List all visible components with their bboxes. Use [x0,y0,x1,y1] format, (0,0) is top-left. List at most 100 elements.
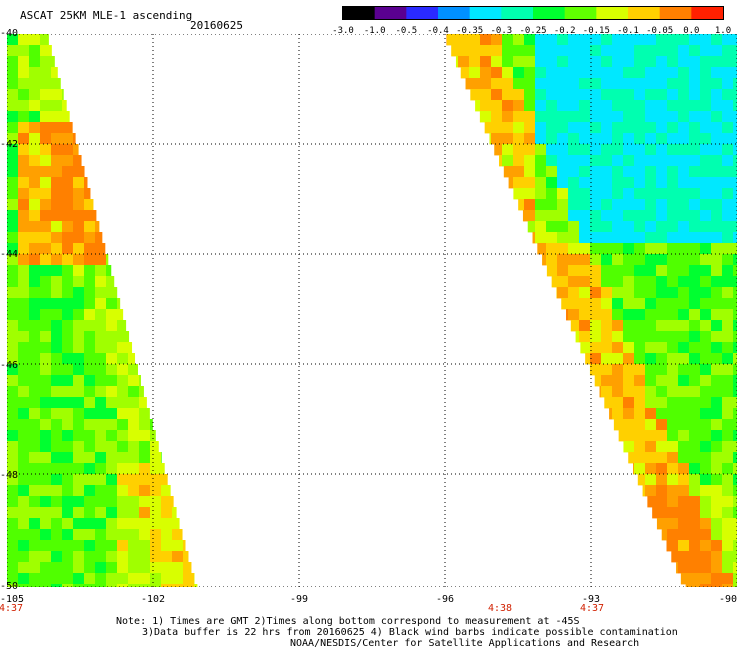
swath-cell [73,397,85,409]
swath-cell [513,144,525,156]
swath-cell [722,584,734,587]
swath-cell [601,144,613,156]
swath-cell [689,221,701,233]
swath-cell [711,419,723,431]
swath-cell [601,45,613,57]
swath-cell [579,320,591,332]
color-scale-swatch [501,7,534,19]
swath-cell [40,463,52,475]
swath-cell [29,34,41,46]
swath-cell [524,122,536,134]
color-scale-swatch [628,7,661,19]
swath-cell [613,419,624,431]
swath-cell [711,551,723,563]
swath-cell [656,287,668,299]
swath-cell [95,551,107,563]
swath-cell [183,562,192,574]
swath-cell [18,309,30,321]
swath-cell [711,474,723,486]
swath-cell [623,89,635,101]
swath-cell [722,529,734,541]
swath-cell [7,287,19,299]
swath-cell [656,133,668,145]
swath-cell [73,133,76,145]
swath-cell [446,34,448,46]
swath-cell [667,452,679,464]
longitude-tick-label: -93 [581,594,601,605]
swath-cell [95,573,107,585]
swath-cell [84,529,96,541]
swath-cell [51,485,63,497]
swath-cell [601,232,613,244]
swath-cell [557,232,569,244]
swath-cell [711,507,723,519]
swath-cell [29,419,41,431]
swath-cell [590,287,602,299]
swath-cell [62,122,73,134]
swath-cell [62,540,74,552]
swath-cell [568,144,580,156]
swath-cell [513,100,525,112]
swath-cell [40,573,52,585]
swath-cell [524,111,536,123]
swath-cell [634,155,646,167]
swath-cell [51,573,63,585]
swath-cell [491,67,503,79]
swath-cell [656,254,668,266]
swath-cell [524,100,536,112]
latitude-tick-label: -48 [0,470,19,482]
swath-cell [513,188,525,200]
swath-cell [612,309,624,321]
swath-cell [161,562,173,574]
swath-cell [689,441,701,453]
swath-cell [711,496,723,508]
longitude-tick-label: -105 [0,594,25,605]
swath-cell [700,89,712,101]
swath-cell [612,408,624,420]
swath-cell [29,452,41,464]
swath-cell [546,133,558,145]
swath-cell [689,397,701,409]
swath-cell [40,408,52,420]
swath-cell [29,45,41,57]
swath-cell [106,540,118,552]
swath-cell [51,540,63,552]
color-scale-label: -0.35 [456,26,484,36]
swath-cell [51,320,63,332]
swath-cell [117,309,124,321]
swath-cell [634,78,646,90]
swath-cell [40,254,52,266]
swath-cell [667,133,679,145]
swath-cell [590,155,602,167]
swath-cell [645,67,657,79]
swath-cell [18,122,30,134]
swath-cell [656,375,668,387]
swath-cell [722,309,734,321]
swath-cell [84,177,88,189]
swath-cell [29,122,41,134]
swath-cell [645,441,657,453]
swath-cell [7,254,19,266]
swath-cell [634,331,646,343]
swath-cell [733,518,737,530]
swath-cell [634,144,646,156]
swath-cell [685,584,690,587]
swath-cell [7,45,19,57]
swath-cell [73,320,85,332]
swath-cell [590,144,602,156]
swath-cell [7,573,19,585]
swath-cell [623,243,635,255]
swath-cell [689,551,701,563]
swath-cell [84,386,96,398]
longitude-tick-label: -102 [140,594,166,605]
swath-cell [647,496,657,508]
swath-cell [73,188,85,200]
swath-cell [568,232,580,244]
color-scale-label: -3.0 [332,26,354,36]
swath-cell [612,265,624,277]
swath-cell [733,551,737,563]
swath-cell [645,474,657,486]
swath-cell [700,155,712,167]
swath-cell [51,56,55,68]
swath-cell [73,254,85,266]
